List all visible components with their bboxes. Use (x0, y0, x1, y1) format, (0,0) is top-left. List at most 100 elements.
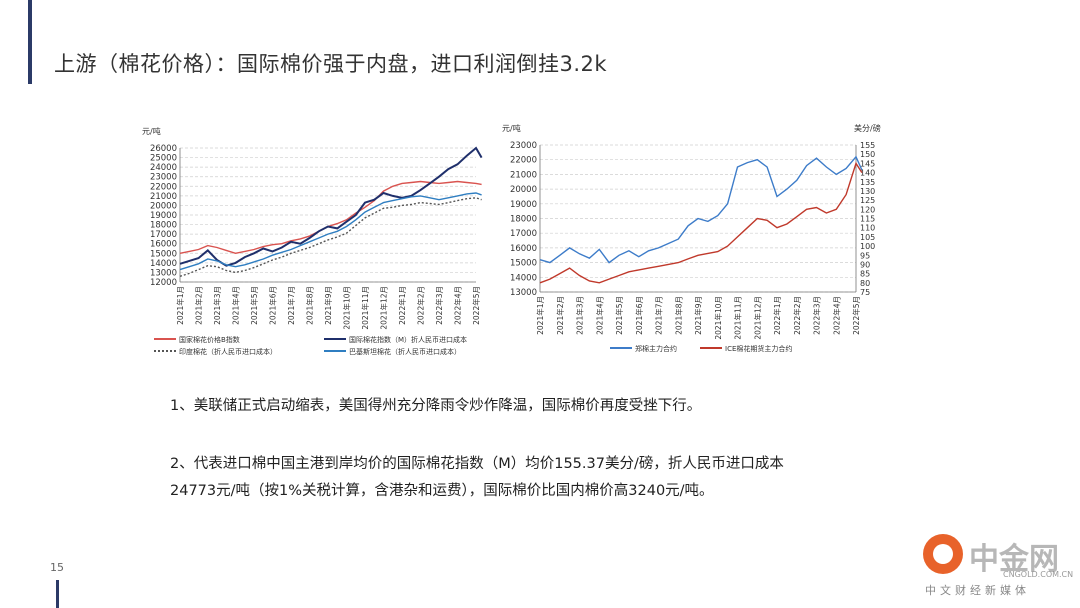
y-axis-unit-label: 元/吨 (142, 126, 161, 136)
y-tick-label: 14000 (150, 259, 177, 269)
x-tick-label: 2021年10月 (713, 296, 723, 340)
x-tick-label: 2022年1月 (772, 296, 782, 335)
y-right-tick-label: 90 (860, 260, 870, 269)
x-tick-label: 2021年1月 (175, 286, 185, 325)
y-right-tick-label: 100 (860, 242, 875, 251)
y-tick-label: 20000 (150, 201, 177, 211)
y-right-tick-label: 140 (860, 169, 875, 178)
page-number: 15 (50, 561, 64, 574)
y-tick-label: 26000 (150, 144, 177, 154)
x-tick-label: 2021年6月 (268, 286, 278, 325)
legend-label: 郑棉主力合约 (635, 344, 677, 353)
y-tick-label: 22000 (150, 182, 177, 192)
y-tick-label: 17000 (150, 230, 177, 240)
x-tick-label: 2022年3月 (812, 296, 822, 335)
y-right-tick-label: 75 (860, 288, 870, 297)
y-tick-label: 15000 (150, 249, 177, 259)
y-axis-right-unit-label: 美分/磅 (854, 123, 881, 133)
watermark-logo-icon (923, 534, 963, 574)
chart-cotton-price-index: 元/吨 2600025000240002300022000210002000019… (142, 126, 483, 356)
y-tick-label: 18000 (150, 221, 177, 231)
legend-label: ICE棉花期货主力合约 (725, 344, 792, 353)
y-tick-label: 25000 (150, 154, 177, 164)
x-tick-label: 2021年3月 (575, 296, 585, 335)
y-right-tick-label: 150 (860, 150, 875, 159)
x-tick-label: 2022年2月 (792, 296, 802, 335)
y-tick-label: 19000 (510, 200, 537, 210)
x-tick-label: 2021年1月 (535, 296, 545, 335)
y-tick-label: 16000 (510, 244, 537, 254)
chart-zhengzhou-vs-ice-cotton: 元/吨 美分/磅 23000 22000 21000 20000 19000 18000 170… (502, 123, 881, 353)
legend-label: 印度棉花（折人民币进口成本） (179, 347, 277, 356)
x-tick-label: 2021年6月 (634, 296, 644, 335)
x-tick-label: 2021年11月 (360, 286, 370, 330)
y-axis-unit-label: 元/吨 (502, 123, 521, 133)
y-tick-label: 22000 (510, 156, 537, 166)
y-right-tick-label: 125 (860, 196, 875, 205)
y-right-tick-label: 110 (860, 224, 875, 233)
x-tick-label: 2021年12月 (379, 286, 389, 330)
y-tick-label: 18000 (510, 215, 537, 225)
x-tick-label: 2021年5月 (614, 296, 624, 335)
x-tick-label: 2021年2月 (194, 286, 204, 325)
x-tick-label: 2021年11月 (733, 296, 743, 340)
point-2-line-1: 2、代表进口棉中国主港到岸均价的国际棉花指数（M）均价155.37美分/磅，折人… (170, 456, 784, 472)
point-2-line-2: 24773元/吨（按1%关税计算，含港杂和运费），国际棉价比国内棉价高3240元… (170, 483, 714, 499)
x-tick-label: 2021年7月 (286, 286, 296, 325)
page-title: 上游（棉花价格）：国际棉价强于内盘，进口利润倒挂3.2k (54, 52, 608, 76)
x-tick-label: 2022年4月 (831, 296, 841, 335)
y-right-tick-label: 115 (860, 215, 875, 224)
x-tick-label: 2021年2月 (555, 296, 565, 335)
y-tick-label: 17000 (510, 229, 537, 239)
x-tick-label: 2022年2月 (416, 286, 426, 325)
y-right-tick-label: 105 (860, 233, 875, 242)
y-right-tick-label: 95 (860, 251, 870, 260)
y-right-tick-label: 155 (860, 141, 875, 150)
y-right-tick-label: 135 (860, 178, 875, 187)
y-tick-label: 16000 (150, 240, 177, 250)
x-tick-label: 2021年3月 (212, 286, 222, 325)
y-tick-label: 15000 (510, 259, 537, 269)
legend-label: 巴基斯坦棉花（折人民币进口成本） (349, 347, 461, 356)
footer-accent-bar (56, 580, 59, 608)
y-tick-label: 13000 (150, 268, 177, 278)
y-tick-label: 20000 (510, 185, 537, 195)
x-tick-label: 2022年5月 (471, 286, 481, 325)
y-tick-label: 23000 (150, 173, 177, 183)
y-tick-label: 13000 (510, 288, 537, 298)
series-line-2 (179, 197, 482, 277)
watermark-sub: 中文财经新媒体 (925, 584, 1030, 597)
x-tick-label: 2021年12月 (752, 296, 762, 340)
legend-label: 国际棉花指数（M）折人民币进口成本 (349, 335, 467, 344)
y-right-tick-label: 120 (860, 205, 875, 214)
x-tick-label: 2021年8月 (305, 286, 315, 325)
watermark: 中金网 CNGOLD.COM.CN 中文财经新媒体 (905, 532, 1075, 602)
y-tick-label: 24000 (150, 163, 177, 173)
y-tick-label: 12000 (150, 278, 177, 288)
x-tick-label: 2021年7月 (654, 296, 664, 335)
x-tick-label: 2021年10月 (342, 286, 352, 330)
y-tick-label: 14000 (510, 273, 537, 283)
x-tick-label: 2021年5月 (249, 286, 259, 325)
y-right-tick-label: 145 (860, 159, 875, 168)
series-line-3 (179, 192, 482, 271)
y-tick-label: 21000 (150, 192, 177, 202)
series-line-0 (539, 155, 863, 264)
x-tick-label: 2022年5月 (851, 296, 861, 335)
watermark-name: 中金网 (969, 542, 1059, 577)
x-tick-label: 2021年9月 (323, 286, 333, 325)
series-line-1 (179, 146, 483, 267)
x-tick-label: 2022年4月 (453, 286, 463, 325)
watermark-url: CNGOLD.COM.CN (1003, 570, 1074, 579)
x-tick-label: 2021年9月 (693, 296, 703, 335)
x-tick-label: 2022年1月 (397, 286, 407, 325)
y-right-tick-label: 85 (860, 270, 870, 279)
series-line-1 (539, 161, 863, 284)
legend-label: 国家棉花价格B指数 (179, 335, 240, 344)
x-tick-label: 2022年3月 (434, 286, 444, 325)
y-tick-label: 21000 (510, 170, 537, 180)
y-right-tick-label: 130 (860, 187, 875, 196)
y-right-tick-label: 80 (860, 279, 870, 288)
x-tick-label: 2021年4月 (231, 286, 241, 325)
y-tick-label: 23000 (510, 141, 537, 151)
